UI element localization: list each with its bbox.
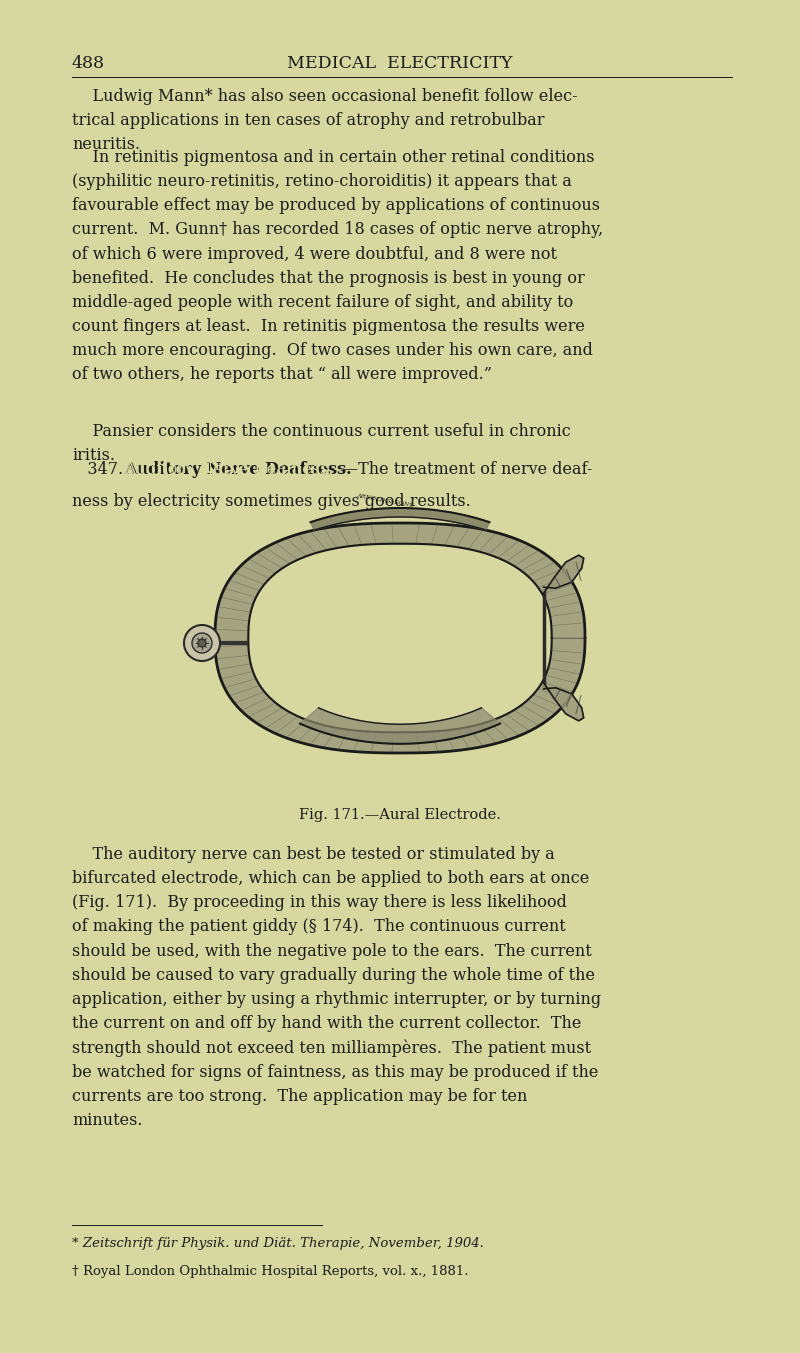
Text: Auditory Nerve Deafness.: Auditory Nerve Deafness.: [124, 461, 352, 478]
Text: † Royal London Ophthalmic Hospital Reports, vol. x., 1881.: † Royal London Ophthalmic Hospital Repor…: [72, 1265, 469, 1279]
Text: 347.: 347.: [72, 461, 128, 478]
Text: 488: 488: [72, 55, 105, 72]
Polygon shape: [544, 683, 584, 721]
Polygon shape: [310, 507, 490, 530]
Text: Auditory Nerve Deafness.—The treatment of nerve deaf-
ness by electricity someti: Auditory Nerve Deafness.—The treatment o…: [124, 461, 584, 502]
Text: The auditory nerve can best be tested or stimulated by a
bifurcated electrode, w: The auditory nerve can best be tested or…: [72, 846, 601, 1130]
Polygon shape: [215, 524, 585, 754]
Text: Fig. 171.—Aural Electrode.: Fig. 171.—Aural Electrode.: [299, 808, 501, 823]
Text: Ludwig Mann* has also seen occasional benefit follow elec-
trical applications i: Ludwig Mann* has also seen occasional be…: [72, 88, 578, 153]
Text: MEDICAL  ELECTRICITY: MEDICAL ELECTRICITY: [287, 55, 513, 72]
Text: —The treatment of nerve deaf-: —The treatment of nerve deaf-: [342, 461, 592, 478]
Text: In retinitis pigmentosa and in certain other retinal conditions
(syphilitic neur: In retinitis pigmentosa and in certain o…: [72, 149, 603, 383]
Circle shape: [198, 639, 206, 647]
Text: ness by electricity sometimes gives good results.: ness by electricity sometimes gives good…: [72, 492, 470, 510]
Circle shape: [184, 625, 220, 662]
Circle shape: [192, 633, 212, 653]
Polygon shape: [300, 708, 500, 744]
Text: * Zeitschrift für Physik. und Diät. Therapie, November, 1904.: * Zeitschrift für Physik. und Diät. Ther…: [72, 1237, 484, 1250]
Text: Pansier considers the continuous current useful in chronic
iritis.: Pansier considers the continuous current…: [72, 423, 570, 464]
Text: ARNOLD & SONS: ARNOLD & SONS: [356, 494, 414, 509]
Polygon shape: [544, 555, 584, 593]
